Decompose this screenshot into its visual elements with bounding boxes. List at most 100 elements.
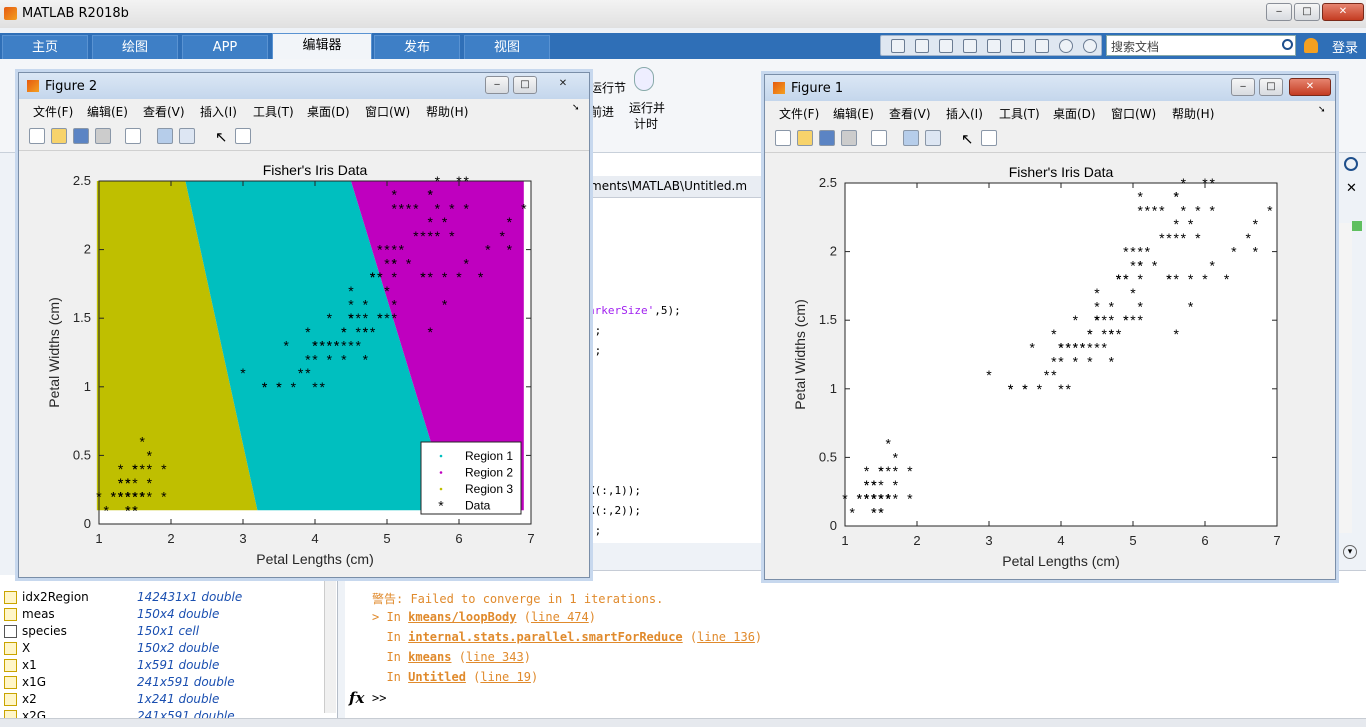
- property-editor-icon[interactable]: [981, 130, 997, 146]
- code-line[interactable]: X(:,2));: [588, 504, 641, 517]
- save-icon[interactable]: [819, 130, 835, 146]
- panel-options-icon[interactable]: ▾: [1343, 545, 1357, 559]
- editor-pane[interactable]: [588, 153, 764, 543]
- notification-bell-icon[interactable]: [1304, 38, 1318, 53]
- code-line[interactable]: );: [588, 524, 602, 537]
- login-link[interactable]: 登录: [1332, 41, 1359, 56]
- trace-function-link[interactable]: Untitled: [408, 670, 466, 684]
- print-icon[interactable]: [841, 130, 857, 146]
- close-button[interactable]: ✕: [1322, 3, 1364, 21]
- tab-apps[interactable]: APP: [182, 35, 268, 59]
- figure-2-window[interactable]: Figure 2 ‒ □ ✕ 文件(F) 编辑(E) 查看(V) 插入(I) 工…: [18, 72, 590, 578]
- pointer-icon[interactable]: ↖: [961, 130, 974, 148]
- tab-home[interactable]: 主页: [2, 35, 88, 59]
- tab-view[interactable]: 视图: [464, 35, 550, 59]
- undo-icon[interactable]: [987, 39, 1001, 53]
- menu-window[interactable]: 窗口(W): [1111, 107, 1157, 121]
- print-icon[interactable]: [95, 128, 111, 144]
- tab-plots[interactable]: 绘图: [92, 35, 178, 59]
- menu-help[interactable]: 帮助(H): [1172, 107, 1215, 121]
- colorbar-icon[interactable]: [903, 130, 919, 146]
- property-editor-icon[interactable]: [235, 128, 251, 144]
- open-icon[interactable]: [51, 128, 67, 144]
- save-icon[interactable]: [891, 39, 905, 53]
- code-line[interactable]: ;: [588, 364, 595, 377]
- figure-1-axes-svg[interactable]: 1 2 3 4 5 6 7 0 0.5 1 1.5 2 2.5 Fisher's Iris Data Pet…: [765, 153, 1335, 579]
- workspace-row[interactable]: meas 150x4 double: [0, 606, 325, 623]
- advance-label[interactable]: 前进: [590, 105, 615, 119]
- close-button[interactable]: ✕: [558, 78, 568, 89]
- link-plot-icon[interactable]: [125, 128, 141, 144]
- run-and-time-label[interactable]: 运行并: [629, 101, 666, 115]
- workspace-row[interactable]: x2 1x241 double: [0, 691, 325, 708]
- menu-help[interactable]: 帮助(H): [426, 105, 469, 119]
- menu-edit[interactable]: 编辑(E): [87, 105, 128, 119]
- code-line[interactable]: ';: [588, 344, 601, 357]
- new-figure-icon[interactable]: [29, 128, 45, 144]
- run-and-time-label-2[interactable]: 计时: [634, 117, 659, 131]
- search-icon[interactable]: [1282, 39, 1293, 50]
- minimize-button[interactable]: ‒: [1266, 3, 1292, 21]
- figure-1-window[interactable]: Figure 1 ‒ □ ✕ 文件(F) 编辑(E) 查看(V) 插入(I) 工…: [764, 74, 1336, 580]
- pointer-icon[interactable]: ↖: [215, 128, 228, 146]
- workspace-row[interactable]: idx2Region 142431x1 double: [0, 589, 325, 606]
- maximize-button[interactable]: □: [1294, 3, 1320, 21]
- close-icon[interactable]: ✕: [1346, 181, 1357, 196]
- menu-tools[interactable]: 工具(T): [253, 105, 294, 119]
- tab-publish[interactable]: 发布: [374, 35, 460, 59]
- minimize-button[interactable]: ‒: [1231, 78, 1255, 96]
- menu-file[interactable]: 文件(F): [33, 105, 74, 119]
- minimize-button[interactable]: ‒: [485, 76, 509, 94]
- menu-arrow-icon[interactable]: ➘: [1318, 105, 1326, 115]
- paste-icon[interactable]: [963, 39, 977, 53]
- maximize-button[interactable]: □: [513, 76, 537, 94]
- figure-2-axes-svg[interactable]: 1 2 3 4 5 6 7 0 0.5 1 1.5 2 2.5 Fisher's Iris Data Pet…: [19, 151, 589, 577]
- legend-icon[interactable]: [925, 130, 941, 146]
- menu-view[interactable]: 查看(V): [889, 107, 931, 121]
- search-docs-input[interactable]: 搜索文档: [1106, 35, 1296, 56]
- editor-scrollbar[interactable]: [1338, 223, 1352, 533]
- trace-function-link[interactable]: kmeans: [408, 650, 452, 664]
- open-icon[interactable]: [797, 130, 813, 146]
- menu-edit[interactable]: 编辑(E): [833, 107, 874, 121]
- link-plot-icon[interactable]: [871, 130, 887, 146]
- menu-insert[interactable]: 插入(I): [200, 105, 237, 119]
- switch-windows-icon[interactable]: [1035, 39, 1049, 53]
- code-line[interactable]: ';: [588, 324, 601, 337]
- run-and-time-icon[interactable]: [634, 67, 654, 91]
- code-line[interactable]: arkerSize',5);: [588, 304, 681, 317]
- workspace-row[interactable]: X 150x2 double: [0, 640, 325, 657]
- workspace-row[interactable]: x1 1x591 double: [0, 657, 325, 674]
- menu-file[interactable]: 文件(F): [779, 107, 820, 121]
- find-icon[interactable]: [1344, 157, 1358, 171]
- menu-insert[interactable]: 插入(I): [946, 107, 983, 121]
- trace-line-link[interactable]: line 474: [530, 610, 589, 624]
- code-line[interactable]: X(:,1));: [588, 484, 641, 497]
- new-figure-icon[interactable]: [775, 130, 791, 146]
- trace-function-link[interactable]: kmeans/loopBody: [408, 610, 517, 624]
- legend-icon[interactable]: [179, 128, 195, 144]
- redo-icon[interactable]: [1011, 39, 1025, 53]
- command-window[interactable]: 警告: Failed to converge in 1 iterations. …: [345, 570, 1366, 718]
- close-button[interactable]: ✕: [1289, 78, 1331, 96]
- trace-line-link[interactable]: line 19: [480, 670, 531, 684]
- options-chevron-icon[interactable]: [1083, 39, 1097, 53]
- help-icon[interactable]: [1059, 39, 1073, 53]
- menu-tools[interactable]: 工具(T): [999, 107, 1040, 121]
- workspace-row[interactable]: x1G 241x591 double: [0, 674, 325, 691]
- menu-desktop[interactable]: 桌面(D): [307, 105, 350, 119]
- workspace-row[interactable]: species 150x1 cell: [0, 623, 325, 640]
- maximize-button[interactable]: □: [1259, 78, 1283, 96]
- command-prompt[interactable]: >>: [372, 691, 387, 705]
- menu-arrow-icon[interactable]: ➘: [572, 103, 580, 113]
- trace-function-link[interactable]: internal.stats.parallel.smartForReduce: [408, 630, 683, 644]
- workspace-scrollbar[interactable]: [324, 579, 336, 713]
- colorbar-icon[interactable]: [157, 128, 173, 144]
- fx-function-browser-icon[interactable]: fx: [349, 689, 365, 707]
- run-section-label[interactable]: 运行节: [590, 81, 627, 95]
- menu-desktop[interactable]: 桌面(D): [1053, 107, 1096, 121]
- trace-line-link[interactable]: line 343: [465, 650, 524, 664]
- tab-editor[interactable]: 编辑器: [272, 33, 372, 59]
- copy-icon[interactable]: [939, 39, 953, 53]
- trace-line-link[interactable]: line 136: [697, 630, 755, 644]
